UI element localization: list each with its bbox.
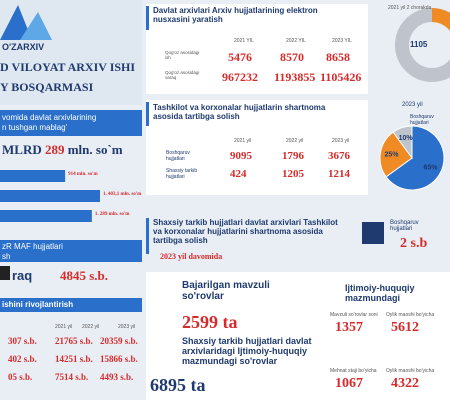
bar-label: 1. 403,1 mln. so'm — [103, 192, 142, 197]
box-label: Boshqaruv hujjatlari — [390, 220, 419, 232]
total-prefix: MLRD — [2, 142, 42, 157]
value: 424 — [230, 168, 247, 180]
table-cell: 15866 s.b. — [100, 354, 138, 364]
bar — [0, 210, 92, 222]
table-cell: 307 s.b. — [8, 336, 37, 346]
row-label: Qog'oz asosidagi varaq — [165, 70, 200, 80]
caption: sh — [2, 252, 11, 261]
section-title: Shaxsiy tarkib hujjatlari davlat arxivla… — [182, 336, 312, 366]
value: 9095 — [230, 150, 252, 162]
bar — [0, 190, 100, 202]
caption-band — [0, 298, 142, 312]
stat-label: Mavzuli so'rovlar soni — [330, 312, 378, 318]
section-title: Shaxsiy tarkib hujjatlari davlat arxivla… — [153, 218, 338, 245]
panel — [146, 100, 368, 195]
value: 967232 — [222, 70, 258, 84]
table-cell: 402 s.b. — [8, 354, 37, 364]
accent — [146, 6, 149, 30]
pie-slice — [379, 131, 413, 178]
logo-text: O'ZARXIV — [2, 42, 45, 52]
value: 8658 — [326, 50, 350, 64]
row-label: Qog'oz asosidagi ish — [165, 50, 200, 60]
value: 1214 — [328, 168, 350, 180]
table-cell: 14251 s.b. — [55, 354, 93, 364]
caption: ishini rivojlantirish — [2, 300, 74, 309]
value: 1105426 — [320, 70, 362, 84]
pie-label: 10% — [399, 135, 414, 142]
value: 3676 — [328, 150, 350, 162]
stat-value: 5612 — [391, 320, 419, 335]
table-cell: 7514 s.b. — [55, 372, 89, 382]
value: 1796 — [282, 150, 304, 162]
stat-label: Oylik maoshi bo'yicha — [386, 312, 435, 318]
accent — [146, 102, 149, 126]
caption: zR MAF hujjatlari — [2, 242, 63, 251]
year: 2023 yil — [118, 324, 136, 330]
caption: n tushgan mablag' — [2, 123, 68, 132]
year: 2021 yil — [55, 324, 73, 330]
archive-value: 6895 ta — [150, 375, 206, 395]
year: 2023 YIL — [332, 38, 352, 44]
accent — [146, 218, 149, 254]
section-title: Bajarilgan mavzuli so'rovlar — [182, 280, 270, 302]
pie-slice — [385, 125, 445, 191]
bar — [0, 170, 66, 182]
panel — [146, 4, 368, 94]
title-line: Y BOSQARMASI — [0, 80, 94, 94]
stat-value: 1067 — [335, 376, 363, 391]
section-title: Davlat arxivlari Arxiv hujjatlarining el… — [153, 6, 318, 24]
value: 1205 — [282, 168, 304, 180]
header-bg — [0, 0, 142, 105]
year: 2021 yil — [234, 138, 252, 144]
title-line: D VILOYAT ARXIV ISHI — [0, 60, 136, 74]
unit-label: raq — [12, 268, 33, 283]
value: 1193855 — [274, 70, 316, 84]
year: 2022 yil — [286, 138, 304, 144]
value: 8570 — [280, 50, 304, 64]
section-title: Tashkilot va korxonalar hujjatlarin shar… — [153, 103, 326, 121]
legend: 2023 yil — [402, 102, 423, 108]
stat-value: 4322 — [391, 376, 419, 391]
box-value: 2 s.b — [400, 236, 428, 251]
year: 2023 yil — [332, 138, 350, 144]
pie-slice — [392, 125, 413, 160]
total-unit: mln. so`m — [67, 142, 123, 157]
bar-label: 1. 289 mln. so'm — [94, 212, 130, 217]
caption: vomida davlat arxivlarining — [2, 113, 97, 122]
caption-band — [0, 110, 142, 136]
caption-band — [0, 240, 142, 262]
period: 2023 yil davomida — [160, 252, 223, 261]
stat-label: Oylik maoshi bo'yicha — [386, 368, 435, 374]
table-cell: 20359 s.b. — [100, 336, 138, 346]
section-title: Ijtimoiy-huquqiy mazmundagi — [345, 283, 415, 303]
total-value: 289 — [44, 142, 65, 157]
value: 5476 — [228, 50, 252, 64]
legend: 2021 yil 2 chorakda — [388, 5, 432, 11]
row-label: Shaxsiy tarkib hujjatlari — [166, 168, 198, 180]
table-cell: 4493 s.b. — [100, 372, 134, 382]
pie-label: 25% — [384, 152, 399, 159]
panel — [146, 272, 450, 400]
year: 2021 YIL — [234, 38, 254, 44]
year: 2022 yil — [82, 324, 100, 330]
table-cell: 05 s.b. — [8, 372, 33, 382]
pie-label: 65% — [424, 164, 439, 171]
bar-label: 914 mln. so'm — [68, 172, 98, 177]
slice-label: Boshqaruv hujjatlari — [410, 114, 434, 126]
stat-label: Mehnat staji bo'yicha — [330, 368, 377, 374]
stat-value: 1357 — [335, 320, 363, 335]
donut-label: 1105 — [410, 40, 428, 49]
thematic-value: 2599 ta — [182, 312, 238, 332]
row-label: Boshqaruv hujjatlari — [166, 150, 190, 162]
maf-value: 4845 s.b. — [60, 268, 109, 283]
year: 2022 YIL — [286, 38, 306, 44]
table-cell: 21765 s.b. — [55, 336, 93, 346]
